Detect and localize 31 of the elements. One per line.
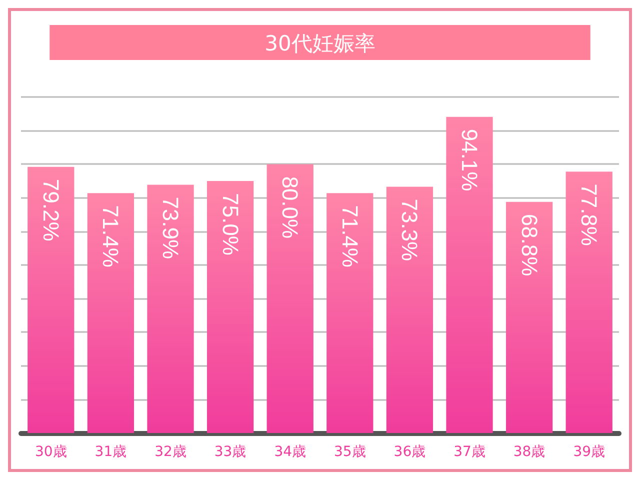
data-label: 73.3% bbox=[397, 198, 422, 262]
x-tick-label: 37歳 bbox=[454, 444, 486, 460]
bar bbox=[446, 116, 493, 433]
data-label: 75.0% bbox=[218, 193, 243, 256]
data-label: 73.9% bbox=[158, 196, 183, 260]
data-label: 94.1% bbox=[457, 128, 482, 192]
data-label: 68.8% bbox=[516, 214, 542, 276]
data-label: 80.0% bbox=[278, 176, 303, 239]
bar bbox=[506, 202, 553, 433]
bar bbox=[206, 181, 254, 433]
x-tick-label: 38歳 bbox=[513, 444, 546, 460]
x-tick-label: 39歳 bbox=[573, 444, 606, 460]
bar bbox=[566, 172, 612, 433]
data-label: 71.4% bbox=[337, 205, 362, 268]
bar bbox=[87, 193, 134, 433]
chart-title: 30代妊娠率 bbox=[264, 32, 376, 56]
x-tick-label: 36歳 bbox=[394, 444, 426, 460]
x-tick-label: 33歳 bbox=[214, 444, 246, 460]
data-label: 79.2% bbox=[38, 178, 64, 242]
bar bbox=[326, 193, 374, 433]
x-tick-label: 35歳 bbox=[334, 444, 366, 460]
x-tick-label: 31歳 bbox=[94, 444, 127, 460]
x-tick-label: 30歳 bbox=[34, 444, 67, 460]
x-tick-label: 34歳 bbox=[274, 444, 306, 460]
bar bbox=[28, 166, 74, 433]
x-tick-label: 32歳 bbox=[154, 444, 186, 460]
data-label: 77.8% bbox=[576, 184, 602, 246]
bar bbox=[147, 184, 194, 433]
bar bbox=[386, 186, 434, 433]
data-label: 71.4% bbox=[98, 205, 124, 268]
bar bbox=[266, 164, 314, 433]
